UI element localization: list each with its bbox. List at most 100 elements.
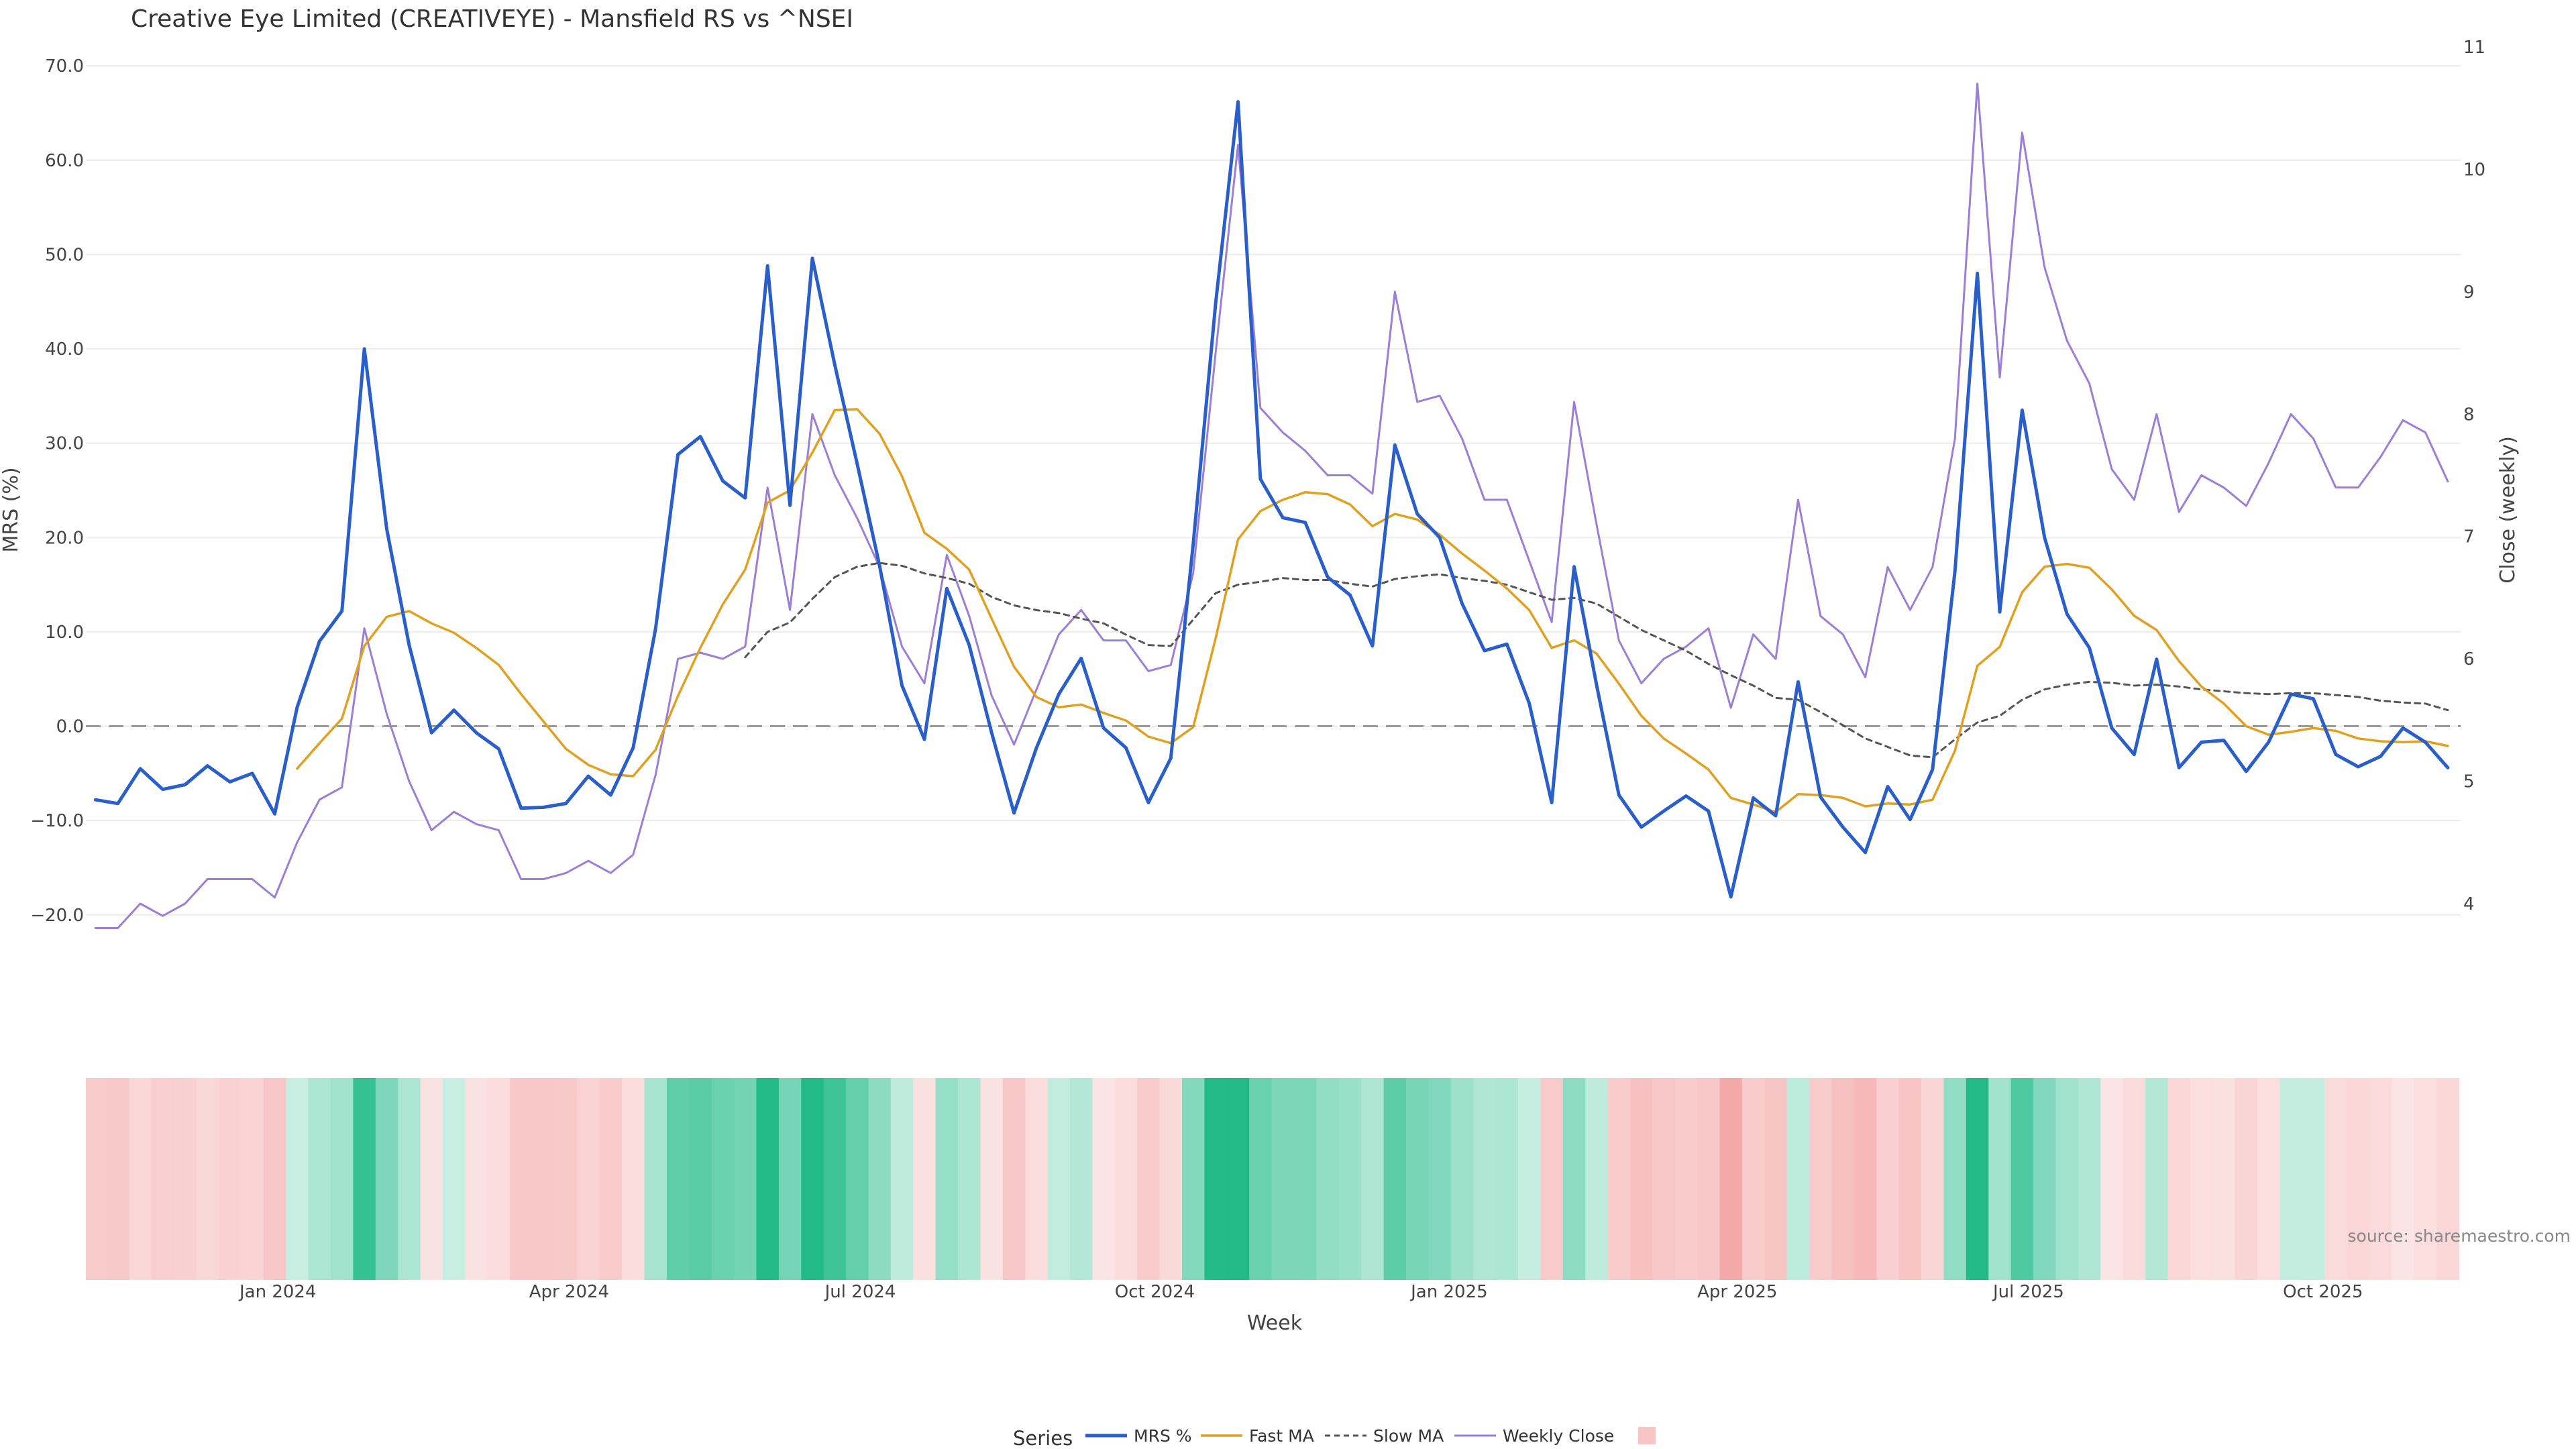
right-tick-label: 6 <box>2463 649 2475 669</box>
x-axis-title: Week <box>1247 1311 1303 1335</box>
heatmap-cell <box>86 1078 107 1280</box>
heatmap-cell <box>532 1078 555 1280</box>
heatmap-cell <box>980 1078 1004 1280</box>
heatmap-cell <box>711 1078 735 1280</box>
left-tick-label: −20.0 <box>30 906 84 926</box>
heatmap-cell <box>1786 1078 1810 1280</box>
right-tick-label: 7 <box>2463 527 2475 547</box>
right-tick-label: 9 <box>2463 282 2475 303</box>
left-axis-ticks: 70.0 60.0 50.0 40.0 30.0 20.0 10.0 0.0 −10.0 −20.… <box>30 56 84 926</box>
heatmap-cell <box>1450 1078 1474 1280</box>
heatmap-cell <box>778 1078 802 1280</box>
heatmap-cell <box>846 1078 869 1280</box>
heatmap-cell <box>1854 1078 1877 1280</box>
legend-title: Series <box>1013 1427 1073 1449</box>
right-tick-label: 5 <box>2463 772 2475 792</box>
heatmap-cell <box>1607 1078 1631 1280</box>
heatmap-cell <box>1137 1078 1161 1280</box>
x-tick-label: Jan 2024 <box>238 1282 317 1302</box>
heatmap-cell <box>868 1078 892 1280</box>
left-tick-label: 50.0 <box>45 245 84 265</box>
heatmap-cell <box>1002 1078 1026 1280</box>
heatmap-cell <box>1383 1078 1407 1280</box>
heatmap-cell <box>1719 1078 1743 1280</box>
heatmap-cell <box>1741 1078 1765 1280</box>
heatmap-cell <box>689 1078 712 1280</box>
legend-label: Slow MA <box>1373 1426 1444 1446</box>
heatmap-cell <box>443 1078 466 1280</box>
right-axis-title: Close (weekly) <box>2496 436 2520 584</box>
left-axis-title: MRS (%) <box>0 467 23 552</box>
heatmap-cell <box>1674 1078 1698 1280</box>
heatmap-cell <box>1988 1078 2012 1280</box>
x-tick-label: Apr 2025 <box>1697 1282 1777 1302</box>
heatmap-cell <box>2055 1078 2079 1280</box>
left-axis-gridlines <box>86 65 2461 916</box>
heatmap-cell <box>263 1078 286 1280</box>
series-line-fast-ma <box>296 408 2449 814</box>
left-tick-label: 10.0 <box>45 623 84 643</box>
heatmap-cell <box>107 1078 129 1280</box>
heatmap-cell <box>1070 1078 1093 1280</box>
right-tick-label: 11 <box>2463 38 2485 58</box>
legend-swatch-heatmap <box>1638 1427 1656 1444</box>
heatmap-cell <box>2302 1078 2325 1280</box>
heatmap-cell <box>375 1078 398 1280</box>
heatmap-cell <box>308 1078 331 1280</box>
series-layer <box>93 83 2450 929</box>
heatmap-cell <box>174 1078 197 1280</box>
heatmap-cell <box>801 1078 824 1280</box>
heatmap-cell <box>890 1078 914 1280</box>
heatmap-cell <box>554 1078 578 1280</box>
right-tick-label: 10 <box>2463 160 2485 180</box>
heatmap-cell <box>2414 1078 2437 1280</box>
heatmap-cell <box>1406 1078 1429 1280</box>
right-axis-ticks: 11 10 9 8 7 6 5 4 <box>2463 38 2485 914</box>
heatmap-cell <box>1876 1078 1900 1280</box>
heatmap-cell <box>734 1078 757 1280</box>
heatmap-cell <box>1338 1078 1362 1280</box>
heatmap-cell <box>599 1078 623 1280</box>
heatmap-cell <box>1562 1078 1586 1280</box>
heatmap-cell <box>1271 1078 1295 1280</box>
left-tick-label: −10.0 <box>30 811 84 831</box>
source-credit: source: sharemaestro.com <box>2348 1226 2571 1246</box>
heatmap-cell <box>2347 1078 2370 1280</box>
heatmap-cell <box>2369 1078 2392 1280</box>
x-tick-label: Jul 2024 <box>824 1282 896 1302</box>
heatmap-cell <box>1361 1078 1385 1280</box>
heatmap-cell <box>151 1078 174 1280</box>
heatmap-cell <box>1114 1078 1138 1280</box>
heatmap-cell <box>1540 1078 1564 1280</box>
left-tick-label: 20.0 <box>45 528 84 548</box>
heatmap-cell <box>2392 1078 2415 1280</box>
x-tick-label: Jan 2025 <box>1409 1282 1488 1302</box>
heatmap-cell <box>2078 1078 2101 1280</box>
left-tick-label: 30.0 <box>45 434 84 454</box>
heatmap-cell <box>1809 1078 1833 1280</box>
heatmap-cell <box>219 1078 241 1280</box>
heatmap-cell <box>2257 1078 2280 1280</box>
heatmap-cell <box>465 1078 488 1280</box>
series-line-slow-ma <box>744 561 2449 759</box>
heatmap-cell <box>2100 1078 2124 1280</box>
heatmap-cell <box>2123 1078 2146 1280</box>
left-tick-label: 60.0 <box>45 151 84 171</box>
heatmap-cell <box>2033 1078 2057 1280</box>
series-line-mrs <box>93 100 2450 899</box>
heatmap-cell <box>1898 1078 1922 1280</box>
heatmap-cell <box>2324 1078 2348 1280</box>
heatmap-cell <box>2212 1078 2236 1280</box>
left-tick-label: 0.0 <box>56 717 84 737</box>
series-line-weekly-close <box>94 83 2449 929</box>
heatmap-cell <box>1921 1078 1945 1280</box>
heatmap-cell <box>2235 1078 2258 1280</box>
left-tick-label: 40.0 <box>45 339 84 360</box>
heatmap-cell <box>1764 1078 1788 1280</box>
heatmap-cell <box>1316 1078 1340 1280</box>
heatmap-cell <box>129 1078 152 1280</box>
x-tick-label: Oct 2025 <box>2283 1282 2363 1302</box>
heatmap-cell <box>1428 1078 1452 1280</box>
heatmap-cell <box>1966 1078 1989 1280</box>
